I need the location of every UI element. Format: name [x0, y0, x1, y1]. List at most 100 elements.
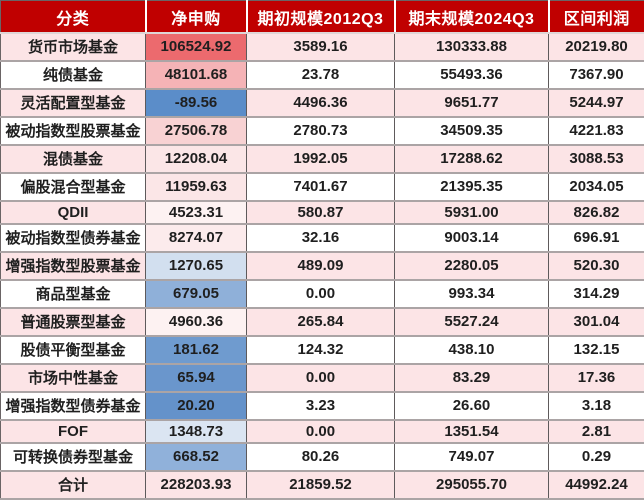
total-net-purchase-cell: 228203.93 [145, 470, 247, 500]
begin-scale-cell: 1992.05 [246, 144, 395, 174]
begin-scale-cell: 0.00 [246, 419, 395, 444]
category-cell: 增强指数型债券基金 [0, 391, 146, 421]
begin-scale-cell: 80.26 [246, 442, 395, 472]
category-cell: 被动指数型债券基金 [0, 223, 146, 253]
table-row: 普通股票型基金 4960.36 265.84 5527.24 301.04 [0, 307, 644, 337]
begin-scale-cell: 3589.16 [246, 33, 395, 62]
table-body: 货币市场基金 106524.92 3589.16 130333.88 20219.80 纯… [0, 33, 644, 500]
begin-scale-cell: 3.23 [246, 391, 395, 421]
begin-scale-cell: 489.09 [246, 251, 395, 281]
begin-scale-cell: 265.84 [246, 307, 395, 337]
header-cell-category: 分类 [0, 0, 147, 34]
profit-cell: 7367.90 [548, 60, 644, 90]
net-purchase-cell: 668.52 [145, 442, 247, 472]
table-row: 纯债基金 48101.68 23.78 55493.36 7367.90 [0, 60, 644, 90]
header-cell-end-scale: 期末规模2024Q3 [394, 0, 550, 34]
net-purchase-cell: 65.94 [145, 363, 247, 393]
table-row: 股债平衡型基金 181.62 124.32 438.10 132.15 [0, 335, 644, 365]
table-row: 市场中性基金 65.94 0.00 83.29 17.36 [0, 363, 644, 393]
category-cell: 市场中性基金 [0, 363, 146, 393]
table-row: FOF 1348.73 0.00 1351.54 2.81 [0, 419, 644, 444]
category-cell: 被动指数型股票基金 [0, 116, 146, 146]
profit-cell: 520.30 [548, 251, 644, 281]
total-category-cell: 合计 [0, 470, 146, 500]
total-profit-cell: 44992.24 [548, 470, 644, 500]
header-cell-profit: 区间利润 [548, 0, 644, 34]
begin-scale-cell: 0.00 [246, 363, 395, 393]
end-scale-cell: 17288.62 [394, 144, 549, 174]
header-cell-begin-scale: 期初规模2012Q3 [246, 0, 396, 34]
profit-cell: 3088.53 [548, 144, 644, 174]
net-purchase-cell: 1348.73 [145, 419, 247, 444]
profit-cell: 301.04 [548, 307, 644, 337]
begin-scale-cell: 580.87 [246, 200, 395, 225]
net-purchase-cell: -89.56 [145, 88, 247, 118]
category-cell: 纯债基金 [0, 60, 146, 90]
profit-cell: 20219.80 [548, 33, 644, 62]
category-cell: 灵活配置型基金 [0, 88, 146, 118]
category-cell: 偏股混合型基金 [0, 172, 146, 202]
table-row: 被动指数型债券基金 8274.07 32.16 9003.14 696.91 [0, 223, 644, 253]
end-scale-cell: 55493.36 [394, 60, 549, 90]
net-purchase-cell: 11959.63 [145, 172, 247, 202]
end-scale-cell: 5931.00 [394, 200, 549, 225]
net-purchase-cell: 4960.36 [145, 307, 247, 337]
profit-cell: 826.82 [548, 200, 644, 225]
table-row: 灵活配置型基金 -89.56 4496.36 9651.77 5244.97 [0, 88, 644, 118]
profit-cell: 0.29 [548, 442, 644, 472]
net-purchase-cell: 106524.92 [145, 33, 247, 62]
begin-scale-cell: 2780.73 [246, 116, 395, 146]
net-purchase-cell: 8274.07 [145, 223, 247, 253]
profit-cell: 5244.97 [548, 88, 644, 118]
profit-cell: 17.36 [548, 363, 644, 393]
end-scale-cell: 749.07 [394, 442, 549, 472]
table-row: QDII 4523.31 580.87 5931.00 826.82 [0, 200, 644, 225]
begin-scale-cell: 4496.36 [246, 88, 395, 118]
category-cell: 可转换债券型基金 [0, 442, 146, 472]
end-scale-cell: 993.34 [394, 279, 549, 309]
end-scale-cell: 1351.54 [394, 419, 549, 444]
profit-cell: 314.29 [548, 279, 644, 309]
begin-scale-cell: 7401.67 [246, 172, 395, 202]
total-end-scale-cell: 295055.70 [394, 470, 549, 500]
category-cell: 货币市场基金 [0, 33, 146, 62]
total-begin-scale-cell: 21859.52 [246, 470, 395, 500]
net-purchase-cell: 12208.04 [145, 144, 247, 174]
begin-scale-cell: 32.16 [246, 223, 395, 253]
profit-cell: 3.18 [548, 391, 644, 421]
end-scale-cell: 5527.24 [394, 307, 549, 337]
table-row: 偏股混合型基金 11959.63 7401.67 21395.35 2034.05 [0, 172, 644, 202]
header-cell-net-purchase: 净申购 [145, 0, 248, 34]
end-scale-cell: 83.29 [394, 363, 549, 393]
category-cell: FOF [0, 419, 146, 444]
category-cell: 混债基金 [0, 144, 146, 174]
end-scale-cell: 438.10 [394, 335, 549, 365]
begin-scale-cell: 23.78 [246, 60, 395, 90]
end-scale-cell: 130333.88 [394, 33, 549, 62]
end-scale-cell: 9003.14 [394, 223, 549, 253]
end-scale-cell: 26.60 [394, 391, 549, 421]
profit-cell: 4221.83 [548, 116, 644, 146]
profit-cell: 696.91 [548, 223, 644, 253]
table-row: 货币市场基金 106524.92 3589.16 130333.88 20219.80 [0, 33, 644, 62]
net-purchase-cell: 27506.78 [145, 116, 247, 146]
profit-cell: 2034.05 [548, 172, 644, 202]
table-row: 可转换债券型基金 668.52 80.26 749.07 0.29 [0, 442, 644, 472]
begin-scale-cell: 124.32 [246, 335, 395, 365]
header-row: 分类 净申购 期初规模2012Q3 期末规模2024Q3 区间利润 [0, 0, 644, 34]
category-cell: 商品型基金 [0, 279, 146, 309]
end-scale-cell: 34509.35 [394, 116, 549, 146]
profit-cell: 2.81 [548, 419, 644, 444]
category-cell: 普通股票型基金 [0, 307, 146, 337]
profit-cell: 132.15 [548, 335, 644, 365]
begin-scale-cell: 0.00 [246, 279, 395, 309]
category-cell: 股债平衡型基金 [0, 335, 146, 365]
net-purchase-cell: 1270.65 [145, 251, 247, 281]
net-purchase-cell: 20.20 [145, 391, 247, 421]
end-scale-cell: 21395.35 [394, 172, 549, 202]
total-row: 合计 228203.93 21859.52 295055.70 44992.24 [0, 470, 644, 500]
table-row: 商品型基金 679.05 0.00 993.34 314.29 [0, 279, 644, 309]
net-purchase-cell: 181.62 [145, 335, 247, 365]
category-cell: QDII [0, 200, 146, 225]
